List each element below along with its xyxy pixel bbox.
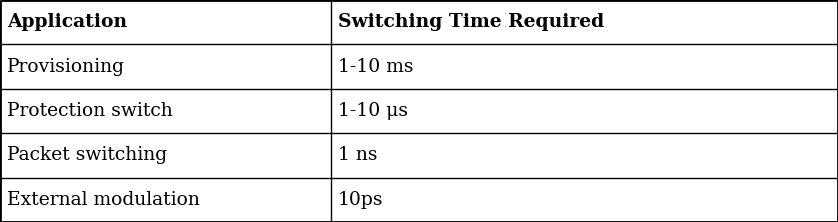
Text: 10ps: 10ps bbox=[338, 191, 383, 209]
Text: Packet switching: Packet switching bbox=[7, 146, 167, 165]
Text: Protection switch: Protection switch bbox=[7, 102, 173, 120]
Text: External modulation: External modulation bbox=[7, 191, 199, 209]
Text: Provisioning: Provisioning bbox=[7, 57, 125, 76]
Text: Switching Time Required: Switching Time Required bbox=[338, 13, 604, 31]
Text: 1 ns: 1 ns bbox=[338, 146, 377, 165]
Text: Application: Application bbox=[7, 13, 127, 31]
Text: 1-10 ms: 1-10 ms bbox=[338, 57, 413, 76]
Text: 1-10 μs: 1-10 μs bbox=[338, 102, 408, 120]
